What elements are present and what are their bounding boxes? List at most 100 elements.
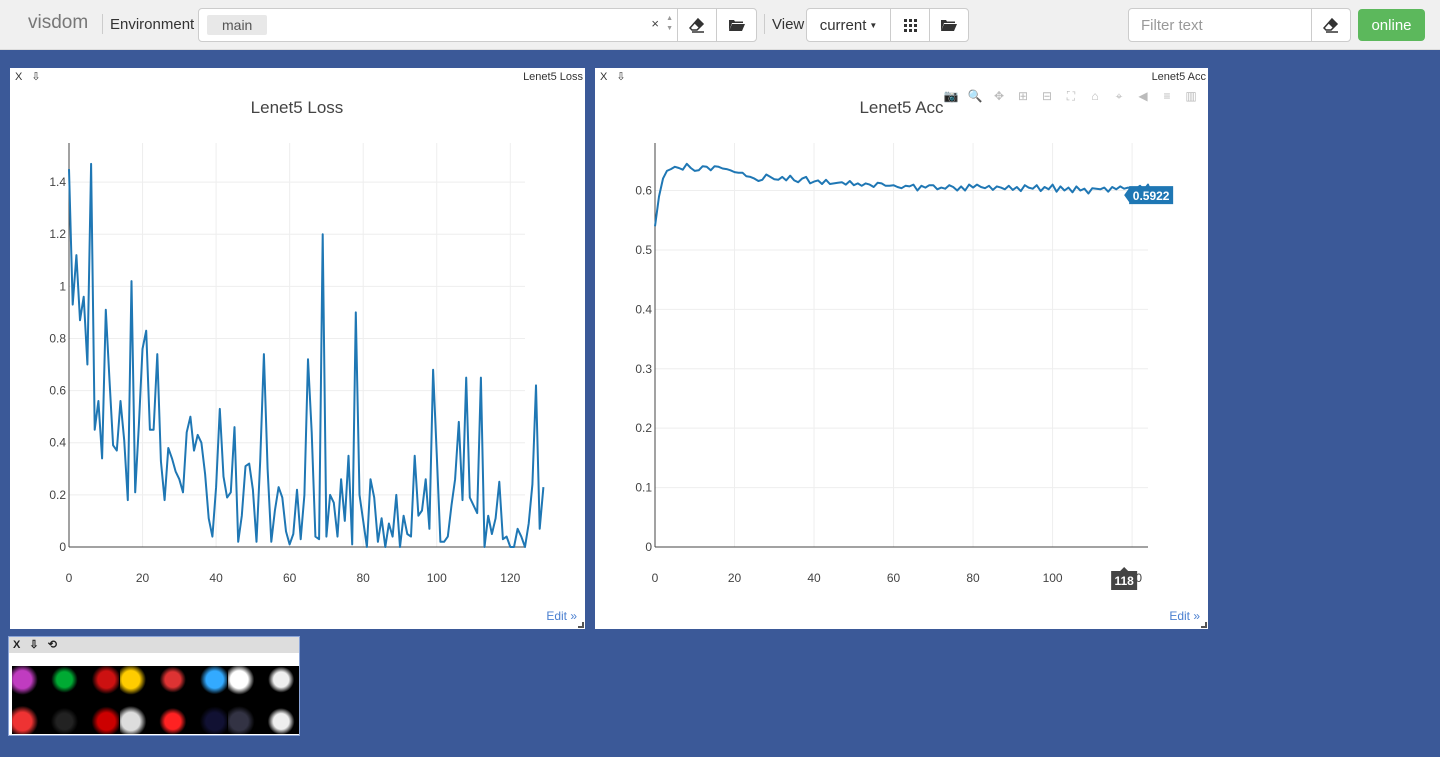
refresh-icon[interactable]: ⟲ [47,639,57,651]
y-tick-label: 0 [59,540,66,554]
x-tick-label: 40 [807,571,821,585]
divider [764,14,765,34]
y-tick-label: 0 [645,540,652,554]
hover-label-x: 118 [1111,567,1138,590]
pane-controls: X ⇩ [15,70,47,83]
close-pane-button[interactable]: X [600,71,608,83]
view-value: current [819,16,867,34]
chart-title: Lenet5 Loss [251,98,344,117]
edit-link[interactable]: Edit » [546,609,577,623]
clear-filter-button[interactable] [1311,8,1351,42]
image-grid [12,666,299,734]
hover-compare-icon[interactable]: ≡ [1163,89,1171,103]
image-thumbnail [192,666,227,700]
environment-chip[interactable]: main [207,15,268,35]
image-thumbnail [48,666,83,700]
x-tick-label: 80 [357,571,371,585]
pan-icon[interactable]: ✥ [993,89,1005,103]
environment-spinner[interactable]: ▲ ▼ [666,15,673,32]
resize-handle[interactable] [578,622,584,628]
view-label: View [772,16,805,33]
image-thumbnail [12,700,47,734]
image-thumbnail [264,666,299,700]
y-tick-label: 0.2 [49,488,66,502]
close-pane-button[interactable]: X [13,639,21,651]
image-thumbnail [48,700,83,734]
x-tick-label: 20 [136,571,150,585]
x-tick-label: 40 [209,571,223,585]
series-line[interactable] [654,162,1153,227]
environment-label: Environment [110,16,195,33]
image-thumbnail [84,700,119,734]
image-thumbnail [84,666,119,700]
spike-lines-icon[interactable]: ⌖ [1115,88,1123,103]
y-tick-label: 0.4 [635,302,652,316]
connection-status-button[interactable]: online [1358,9,1425,41]
clear-environment-button[interactable]: × [651,16,659,31]
image-thumbnail [228,700,263,734]
x-tick-label: 120 [500,571,520,585]
folder-open-icon [941,20,957,31]
x-tick-label: 0 [652,571,659,585]
close-pane-button[interactable]: X [15,71,23,83]
y-tick-label: 0.6 [49,384,66,398]
caret-down-icon: ▼ [869,20,878,30]
x-tick-label: 80 [966,571,980,585]
series-line[interactable] [68,162,545,548]
pane-title: Lenet5 Acc [1151,71,1206,83]
y-tick-label: 0.5 [635,243,652,257]
pane-controls: X ⇩ ⟲ [9,637,299,653]
eraser-icon [689,17,705,33]
image-thumbnail [120,700,155,734]
loss-plot-pane[interactable]: X ⇩ Lenet5 Loss Lenet5 Loss 0 20 40 60 80 100 1… [10,68,585,629]
download-icon[interactable]: ⇩ [29,639,39,651]
x-tick-label: 100 [1043,571,1063,585]
y-tick-label: 0.4 [49,436,66,450]
eraser-icon [1323,17,1339,33]
download-icon[interactable]: ⇩ [616,71,626,83]
manage-env-button[interactable] [716,8,757,42]
environment-select[interactable]: main × ▲ ▼ [198,8,678,42]
brand-logo: visdom [28,12,89,33]
pane-title: Lenet5 Loss [523,71,583,83]
plot-modebar: 📷 🔍 ✥ ⊞ ⊟ ⛶ ⌂ ⌖ ◀ ≡ ▥ [940,88,1202,104]
acc-plot-pane[interactable]: X ⇩ Lenet5 Acc Lenet5 Acc020406080100120… [595,68,1208,629]
repack-button[interactable] [890,8,930,42]
image-thumbnail [12,666,47,700]
autoscale-icon[interactable]: ⛶ [1066,88,1076,103]
camera-icon[interactable]: 📷 [943,89,959,103]
x-tick-label: 20 [728,571,742,585]
y-tick-label: 0.1 [635,481,652,495]
y-tick-label: 0.6 [635,184,652,198]
y-tick-label: 0.3 [635,362,652,376]
image-thumbnail [156,700,191,734]
clear-env-button[interactable] [677,8,717,42]
edit-link[interactable]: Edit » [1169,609,1200,623]
home-icon[interactable]: ⌂ [1091,89,1099,103]
filter-input[interactable] [1128,8,1312,42]
hover-closest-icon[interactable]: ◀ [1138,89,1148,103]
zoom-icon[interactable]: 🔍 [967,89,983,103]
pane-controls: X ⇩ [600,70,632,83]
image-thumbnail [192,700,227,734]
image-grid-pane[interactable]: X ⇩ ⟲ [8,636,300,736]
x-tick-label: 0 [66,571,73,585]
zoom-out-icon[interactable]: ⊟ [1041,89,1053,103]
y-tick-label: 0.2 [635,421,652,435]
plotly-logo-icon[interactable]: ▥ [1185,89,1197,103]
image-thumbnail [156,666,191,700]
acc-chart[interactable]: Lenet5 Acc02040608010012000.10.20.30.40.… [595,68,1208,629]
x-tick-label: 60 [887,571,901,585]
image-thumbnail [264,700,299,734]
download-icon[interactable]: ⇩ [31,71,41,83]
loss-chart[interactable]: Lenet5 Loss 0 20 40 60 80 100 120 0 0.2 0.4 0.6 0.8 1… [10,68,585,629]
view-dropdown[interactable]: current ▼ [806,8,891,42]
resize-handle[interactable] [1201,622,1207,628]
divider [102,14,103,34]
x-tick-label: 60 [283,571,297,585]
grid-icon [903,18,917,32]
y-tick-label: 1.2 [49,227,66,241]
zoom-in-icon[interactable]: ⊞ [1017,89,1029,103]
manage-views-button[interactable] [929,8,969,42]
y-tick-label: 0.8 [49,331,66,345]
